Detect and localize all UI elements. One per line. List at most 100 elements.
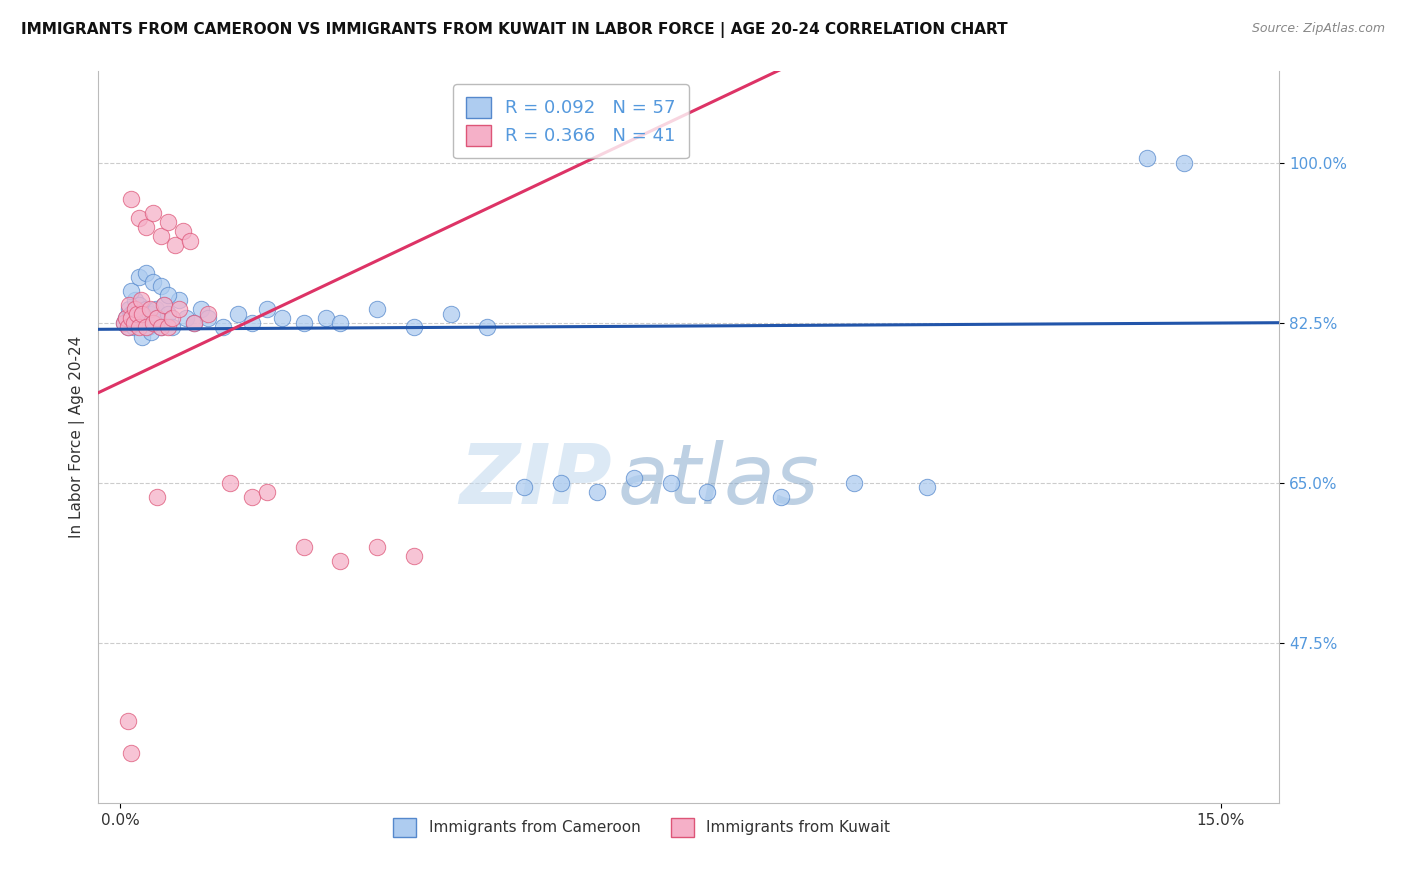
Text: IMMIGRANTS FROM CAMEROON VS IMMIGRANTS FROM KUWAIT IN LABOR FORCE | AGE 20-24 CO: IMMIGRANTS FROM CAMEROON VS IMMIGRANTS F… bbox=[21, 22, 1008, 38]
Point bbox=[256, 485, 278, 500]
Point bbox=[1173, 155, 1195, 169]
Point bbox=[124, 293, 146, 307]
Point bbox=[139, 307, 162, 321]
Point bbox=[157, 215, 180, 229]
Point bbox=[659, 475, 682, 490]
Point bbox=[477, 320, 499, 334]
Point bbox=[366, 540, 388, 554]
Point bbox=[160, 320, 183, 334]
Point bbox=[142, 316, 165, 330]
Point bbox=[115, 311, 138, 326]
Point bbox=[120, 284, 142, 298]
Point bbox=[157, 320, 180, 334]
Point bbox=[167, 301, 190, 317]
Point bbox=[149, 320, 172, 334]
Point bbox=[550, 475, 572, 490]
Point bbox=[128, 211, 150, 225]
Point bbox=[122, 316, 145, 330]
Point bbox=[124, 301, 146, 317]
Point bbox=[219, 475, 242, 490]
Point bbox=[696, 485, 718, 500]
Point bbox=[402, 549, 425, 563]
Point bbox=[197, 311, 219, 326]
Point bbox=[118, 297, 141, 311]
Point bbox=[183, 316, 205, 330]
Point bbox=[135, 219, 157, 234]
Point bbox=[112, 316, 135, 330]
Point bbox=[146, 311, 169, 326]
Point bbox=[142, 275, 165, 289]
Point bbox=[190, 301, 212, 317]
Point bbox=[142, 206, 165, 220]
Point bbox=[329, 553, 352, 567]
Point bbox=[270, 311, 292, 326]
Point bbox=[139, 301, 162, 317]
Point bbox=[242, 490, 264, 504]
Text: Source: ZipAtlas.com: Source: ZipAtlas.com bbox=[1251, 22, 1385, 36]
Point bbox=[135, 301, 157, 317]
Point bbox=[128, 297, 150, 311]
Point bbox=[292, 316, 315, 330]
Point bbox=[183, 316, 205, 330]
Point bbox=[149, 228, 172, 243]
Point bbox=[212, 320, 235, 334]
Point bbox=[586, 485, 609, 500]
Point bbox=[439, 307, 461, 321]
Point bbox=[197, 307, 219, 321]
Point bbox=[117, 320, 139, 334]
Point bbox=[176, 311, 198, 326]
Point bbox=[125, 311, 148, 326]
Point bbox=[292, 540, 315, 554]
Point bbox=[125, 307, 148, 321]
Point bbox=[256, 301, 278, 317]
Point bbox=[122, 320, 145, 334]
Point bbox=[120, 307, 142, 321]
Point bbox=[329, 316, 352, 330]
Point bbox=[226, 307, 249, 321]
Point bbox=[120, 192, 142, 206]
Point bbox=[842, 475, 865, 490]
Point bbox=[167, 293, 190, 307]
Point bbox=[117, 714, 139, 728]
Text: atlas: atlas bbox=[619, 441, 820, 522]
Point bbox=[315, 311, 337, 326]
Point bbox=[165, 238, 187, 252]
Point bbox=[157, 288, 180, 302]
Point bbox=[769, 490, 792, 504]
Point bbox=[149, 279, 172, 293]
Point bbox=[146, 490, 169, 504]
Point bbox=[149, 320, 172, 334]
Point bbox=[366, 301, 388, 317]
Point bbox=[142, 316, 165, 330]
Point bbox=[128, 320, 150, 334]
Point bbox=[153, 297, 176, 311]
Point bbox=[153, 297, 176, 311]
Point bbox=[118, 301, 141, 317]
Point bbox=[242, 316, 264, 330]
Point bbox=[402, 320, 425, 334]
Point bbox=[128, 270, 150, 285]
Point bbox=[131, 307, 153, 321]
Y-axis label: In Labor Force | Age 20-24: In Labor Force | Age 20-24 bbox=[69, 336, 84, 538]
Point bbox=[160, 311, 183, 326]
Point bbox=[172, 224, 194, 238]
Point bbox=[136, 320, 159, 334]
Point bbox=[513, 480, 536, 494]
Point bbox=[141, 325, 163, 339]
Point bbox=[623, 471, 645, 485]
Point bbox=[112, 316, 135, 330]
Point bbox=[135, 320, 157, 334]
Point bbox=[129, 316, 152, 330]
Point bbox=[132, 311, 155, 326]
Point bbox=[146, 311, 169, 326]
Point bbox=[1136, 151, 1159, 165]
Point bbox=[117, 320, 139, 334]
Point bbox=[145, 301, 167, 317]
Point bbox=[179, 234, 201, 248]
Point bbox=[120, 311, 142, 326]
Point bbox=[135, 266, 157, 280]
Point bbox=[917, 480, 939, 494]
Text: ZIP: ZIP bbox=[460, 441, 612, 522]
Point bbox=[115, 311, 138, 326]
Point bbox=[129, 293, 152, 307]
